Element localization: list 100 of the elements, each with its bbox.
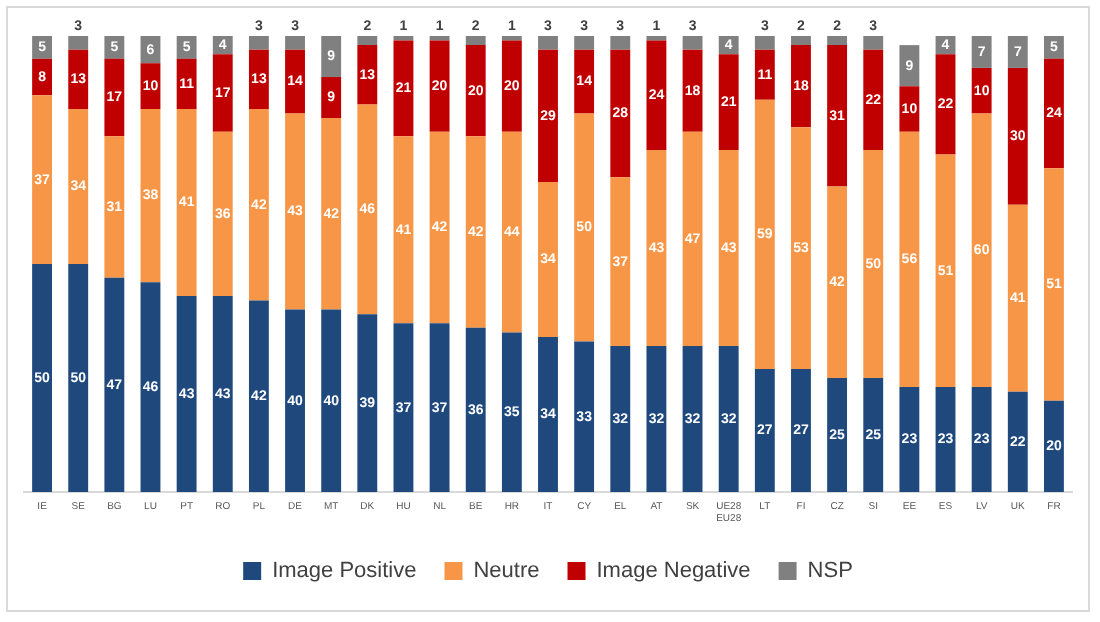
bar [935, 54, 956, 155]
bar [285, 113, 305, 310]
bar [68, 264, 89, 492]
bar [827, 186, 848, 378]
bar [827, 378, 848, 492]
bar [574, 341, 595, 492]
bar [791, 368, 811, 492]
bar [610, 346, 631, 492]
bar [827, 45, 848, 187]
bar [68, 36, 89, 50]
bar [899, 131, 920, 388]
bar [971, 67, 992, 114]
bar [140, 108, 161, 283]
bar [393, 40, 414, 137]
bar [1007, 391, 1028, 492]
bar [32, 95, 53, 264]
bar [321, 118, 342, 310]
bar [285, 309, 305, 492]
bar [935, 154, 956, 388]
bar [248, 36, 269, 50]
bar [791, 127, 811, 369]
bar [321, 77, 342, 119]
legend-label: Image Negative [596, 559, 751, 584]
bar [104, 136, 125, 278]
bar [248, 300, 269, 492]
bar [899, 45, 920, 87]
bar [285, 36, 305, 50]
bar [935, 387, 956, 492]
bar [212, 54, 233, 132]
bar [827, 36, 848, 46]
bar [1043, 58, 1064, 169]
bar [863, 378, 884, 492]
bar [429, 131, 450, 324]
legend-label: Neutre [473, 559, 540, 584]
bar [465, 327, 486, 492]
bar [538, 49, 558, 182]
bar [104, 277, 125, 492]
bar [610, 36, 631, 50]
bar [971, 36, 992, 68]
bar [68, 108, 89, 264]
bar [501, 40, 522, 132]
bar [465, 45, 486, 137]
bar [610, 49, 631, 178]
bar [357, 45, 378, 105]
bar [248, 49, 269, 109]
bar [68, 49, 89, 109]
bar [429, 323, 450, 492]
bar [1007, 204, 1028, 392]
bar [574, 49, 595, 114]
bar [574, 113, 595, 342]
bar [646, 346, 667, 492]
bar [538, 36, 558, 50]
bar [682, 131, 703, 347]
bar [357, 36, 378, 46]
bar [357, 314, 378, 492]
bar [212, 295, 233, 492]
bar [718, 54, 739, 150]
bar [1043, 400, 1064, 492]
bar [501, 131, 522, 333]
bar [176, 58, 197, 109]
bar [718, 346, 739, 492]
bar [465, 36, 486, 46]
bar [791, 36, 811, 46]
bar [429, 40, 450, 132]
bar [321, 36, 342, 78]
bar [176, 295, 197, 492]
bar [32, 264, 53, 492]
bar [899, 86, 920, 132]
bar [321, 309, 342, 492]
bar [682, 346, 703, 492]
bar [538, 181, 558, 337]
legend-label: Image Positive [272, 559, 417, 584]
bar [863, 49, 884, 150]
bar [899, 387, 920, 492]
bar [574, 36, 595, 50]
bar [646, 40, 667, 150]
bar [465, 136, 486, 328]
bar [104, 58, 125, 137]
bar [538, 336, 558, 492]
bar [754, 99, 775, 369]
bar [1007, 36, 1028, 68]
bar [212, 131, 233, 296]
bar [971, 387, 992, 492]
bar [501, 332, 522, 492]
bar [791, 45, 811, 128]
bar [1043, 168, 1064, 401]
bar [754, 49, 775, 100]
legend-label: NSP [807, 559, 853, 584]
bar [971, 113, 992, 388]
bar [1007, 67, 1028, 205]
bar [610, 177, 631, 347]
bar [32, 58, 53, 96]
bar [140, 282, 161, 492]
bar [357, 104, 378, 315]
bar [285, 49, 305, 114]
bar [754, 36, 775, 50]
bar [393, 323, 414, 492]
bar [754, 368, 775, 492]
bar [646, 150, 667, 347]
bar [863, 36, 884, 50]
